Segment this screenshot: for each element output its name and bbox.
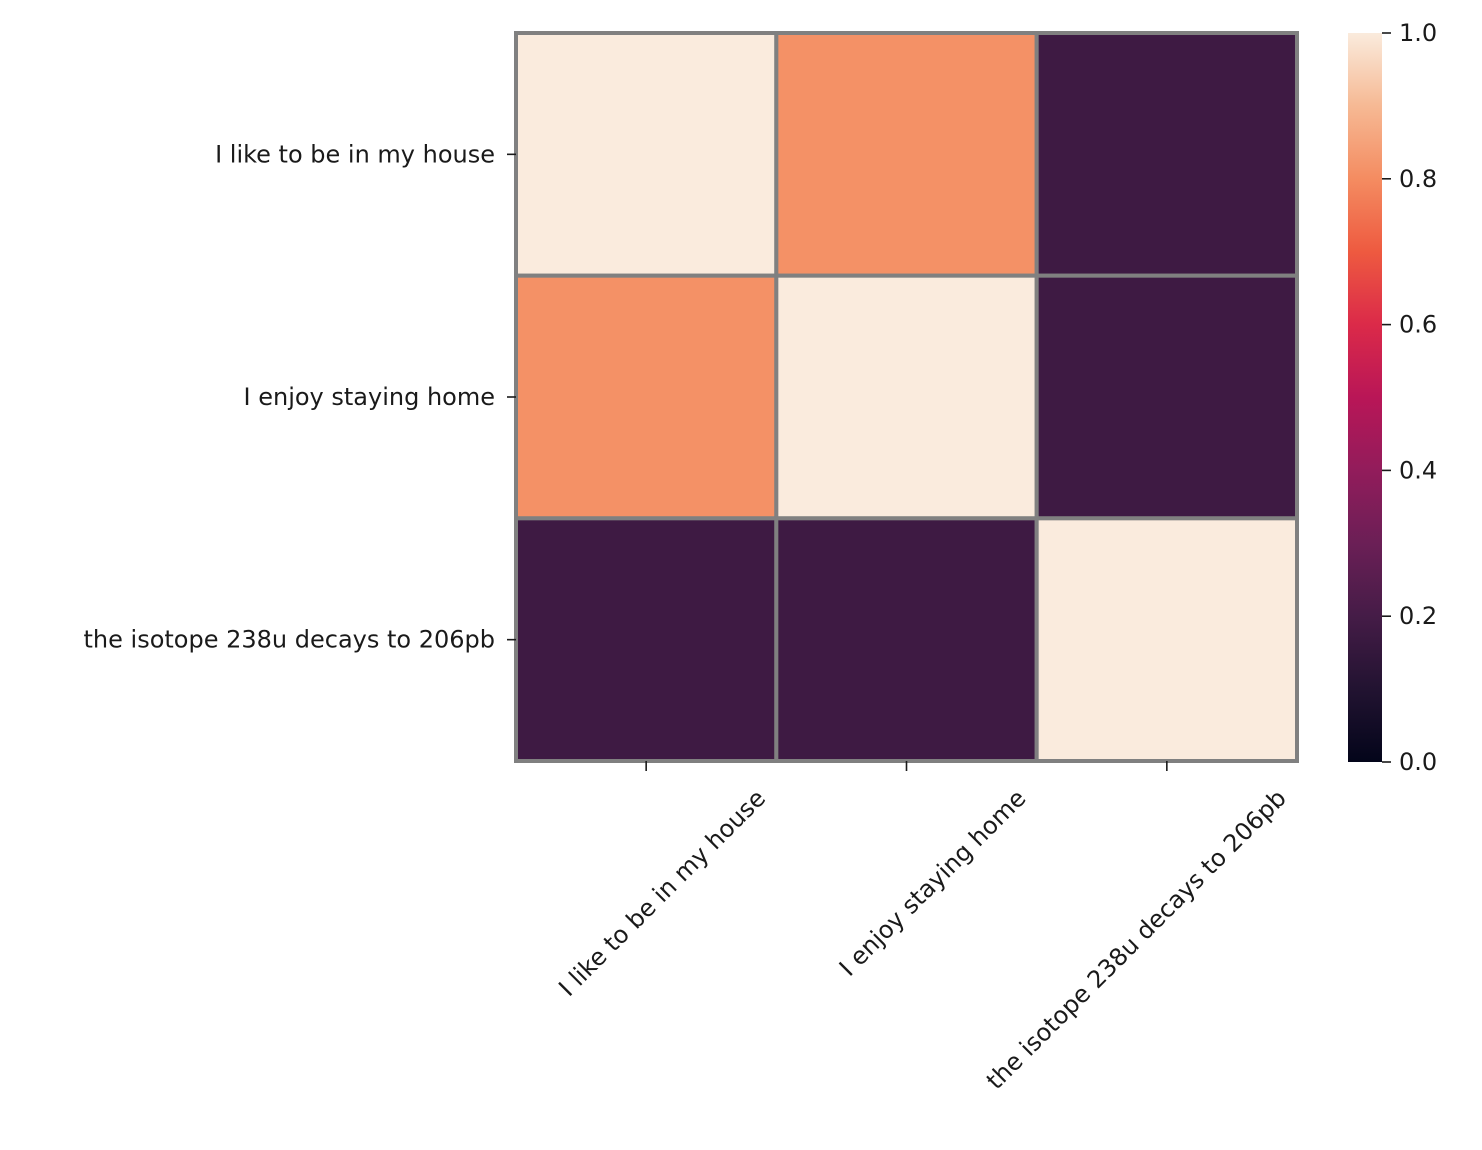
heatmap-cell xyxy=(514,273,779,521)
x-axis: I like to be in my house I enjoy staying … xyxy=(553,761,1292,1095)
y-axis: I like to be in my house I enjoy staying … xyxy=(84,140,516,654)
heatmap-cell xyxy=(774,31,1039,278)
colorbar-tick-label: 0.6 xyxy=(1399,311,1437,339)
y-tick-label: I enjoy staying home xyxy=(244,383,495,411)
heatmap-cell xyxy=(774,273,1039,521)
colorbar-tick-label: 0.8 xyxy=(1399,165,1437,193)
colorbar-tick-label: 0.4 xyxy=(1399,456,1437,484)
x-tick-label: I enjoy staying home xyxy=(834,784,1032,982)
colorbar-tick-label: 1.0 xyxy=(1399,19,1437,47)
heatmap-cell xyxy=(1034,31,1299,278)
heatmap-cell xyxy=(1034,273,1299,521)
colorbar-ticks: 0.0 0.2 0.4 0.6 0.8 1.0 xyxy=(1382,19,1437,776)
colorbar xyxy=(1348,33,1382,762)
colorbar-tick-label: 0.2 xyxy=(1399,602,1437,630)
x-tick-label: the isotope 238u decays to 206pb xyxy=(981,784,1292,1095)
heatmap-cell xyxy=(514,516,779,763)
y-tick-label: the isotope 238u decays to 206pb xyxy=(84,626,495,654)
heatmap-cells xyxy=(514,31,1299,763)
heatmap-cell xyxy=(774,516,1039,763)
x-tick-label: I like to be in my house xyxy=(553,784,771,1002)
heatmap-cell xyxy=(1034,516,1299,763)
colorbar-tick-label: 0.0 xyxy=(1399,748,1437,776)
colorbar-gradient xyxy=(1348,33,1382,762)
heatmap-cell xyxy=(514,31,779,278)
y-tick-label: I like to be in my house xyxy=(215,140,495,168)
